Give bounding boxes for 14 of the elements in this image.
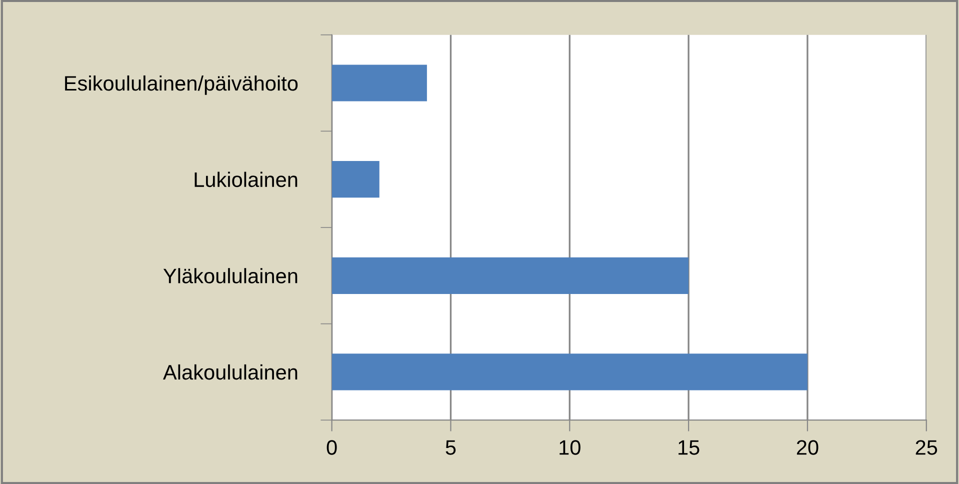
x-tick-label: 5 xyxy=(446,440,456,455)
bar xyxy=(332,64,427,102)
bar xyxy=(332,354,808,390)
x-tick-label: 0 xyxy=(326,440,337,455)
x-tick-label: 10 xyxy=(560,440,580,455)
y-tick-label: Alakoululainen xyxy=(163,364,298,380)
y-tick-label: Yläkoululainen xyxy=(163,268,298,284)
x-tick-label: 20 xyxy=(796,440,818,455)
bar xyxy=(332,257,689,294)
x-tick-label: 15 xyxy=(678,440,700,455)
y-tick-label: Esikoululainen/päivähoito xyxy=(65,75,298,95)
y-tick-label: Lukiolainen xyxy=(194,172,298,188)
x-tick-label: 25 xyxy=(916,440,938,455)
bar xyxy=(332,161,380,198)
